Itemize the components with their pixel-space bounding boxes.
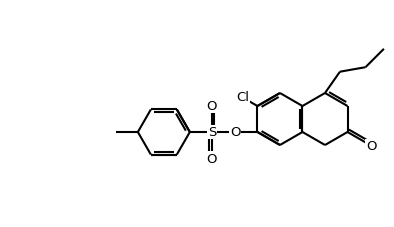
Text: O: O — [207, 100, 217, 113]
Text: O: O — [230, 126, 241, 139]
Text: O: O — [207, 152, 217, 165]
Text: S: S — [208, 126, 216, 139]
Text: O: O — [366, 140, 376, 153]
Text: Cl: Cl — [236, 91, 249, 104]
